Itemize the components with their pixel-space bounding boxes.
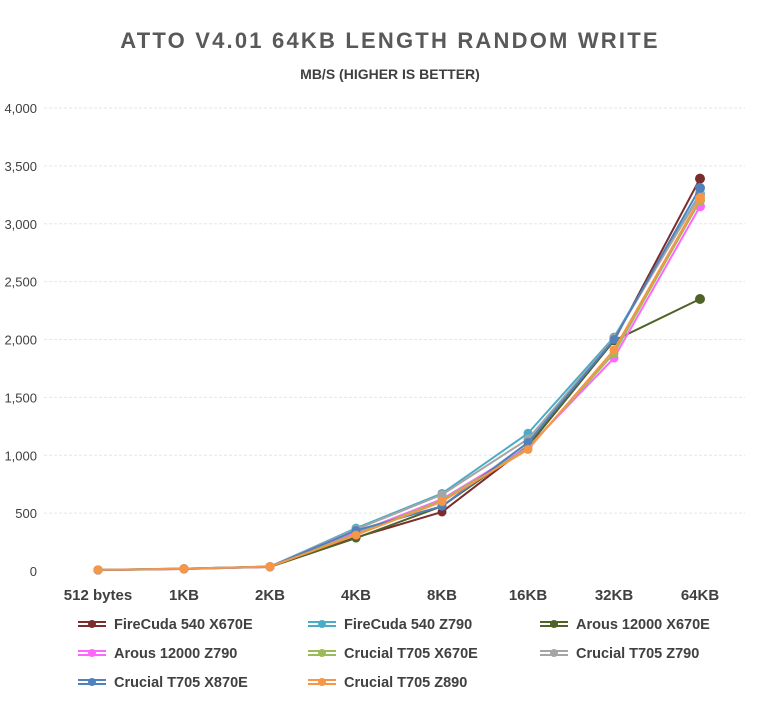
y-tick-label: 500	[15, 506, 37, 521]
legend-item: Crucial T705 Z790	[540, 646, 699, 662]
legend-marker	[88, 678, 96, 686]
legend-label: FireCuda 540 X670E	[114, 617, 253, 633]
y-tick-label: 0	[30, 564, 37, 579]
legend-marker	[550, 620, 558, 628]
x-axis-ticks: 512 bytes 1KB 2KB 4KB 8KB 16KB 32KB 64KB	[64, 587, 720, 604]
x-tick-label: 1KB	[169, 587, 199, 604]
legend-label: Crucial T705 Z890	[344, 675, 467, 691]
data-point	[523, 444, 533, 454]
data-point	[93, 565, 103, 575]
x-tick-label: 4KB	[341, 587, 371, 604]
y-tick-label: 3,000	[4, 217, 37, 232]
legend-label: Crucial T705 X670E	[344, 646, 478, 662]
series-lines	[93, 173, 705, 575]
series-7	[93, 193, 705, 575]
legend-label: Arous 12000 Z790	[114, 646, 237, 662]
series-0	[93, 173, 705, 575]
y-tick-label: 2,500	[4, 275, 37, 290]
legend-item: Arous 12000 X670E	[540, 617, 710, 633]
legend-label: Arous 12000 X670E	[576, 617, 710, 633]
legend-label: FireCuda 540 Z790	[344, 617, 472, 633]
series-line	[97, 197, 701, 571]
legend-marker	[88, 649, 96, 657]
legend-item: Crucial T705 X870E	[78, 675, 248, 691]
legend-item: Arous 12000 Z790	[78, 646, 237, 662]
x-tick-label: 64KB	[681, 587, 720, 604]
y-axis-ticks: 0 500 1,000 1,500 2,000 2,500 3,000 3,500 4,000	[4, 101, 37, 579]
legend-item: Crucial T705 X670E	[308, 646, 478, 662]
data-point	[437, 497, 447, 507]
data-point	[695, 293, 705, 304]
legend-label: Crucial T705 X870E	[114, 675, 248, 691]
legend: FireCuda 540 X670E FireCuda 540 Z790 Arous…	[78, 617, 710, 691]
data-point	[179, 564, 189, 574]
legend-marker	[318, 678, 326, 686]
legend-marker	[318, 620, 326, 628]
chart-subtitle: MB/S (HIGHER IS BETTER)	[300, 66, 480, 82]
x-tick-label: 2KB	[255, 587, 285, 604]
data-point	[695, 182, 705, 193]
series-line	[97, 200, 701, 571]
data-point	[695, 173, 705, 184]
y-tick-label: 1,000	[4, 448, 37, 463]
legend-label: Crucial T705 Z790	[576, 646, 699, 662]
x-tick-label: 16KB	[509, 587, 548, 604]
chart-title: ATTO V4.01 64KB LENGTH RANDOM WRITE	[120, 28, 660, 53]
data-point	[609, 335, 619, 344]
legend-marker	[550, 649, 558, 657]
x-tick-label: 32KB	[595, 587, 634, 604]
y-tick-label: 3,500	[4, 159, 37, 174]
series-line	[97, 205, 701, 571]
y-tick-label: 2,000	[4, 333, 37, 348]
data-point	[609, 345, 619, 355]
legend-item: FireCuda 540 X670E	[78, 617, 253, 633]
x-tick-label: 8KB	[427, 587, 457, 604]
data-point	[265, 562, 275, 572]
legend-marker	[88, 620, 96, 628]
x-tick-label: 512 bytes	[64, 587, 132, 604]
data-point	[523, 438, 533, 448]
y-tick-label: 4,000	[4, 101, 37, 116]
data-point	[351, 530, 361, 540]
legend-marker	[318, 649, 326, 657]
data-point	[695, 193, 705, 204]
legend-item: FireCuda 540 Z790	[308, 617, 472, 633]
y-tick-label: 1,500	[4, 390, 37, 405]
legend-item: Crucial T705 Z890	[308, 675, 467, 691]
data-point	[437, 490, 447, 500]
